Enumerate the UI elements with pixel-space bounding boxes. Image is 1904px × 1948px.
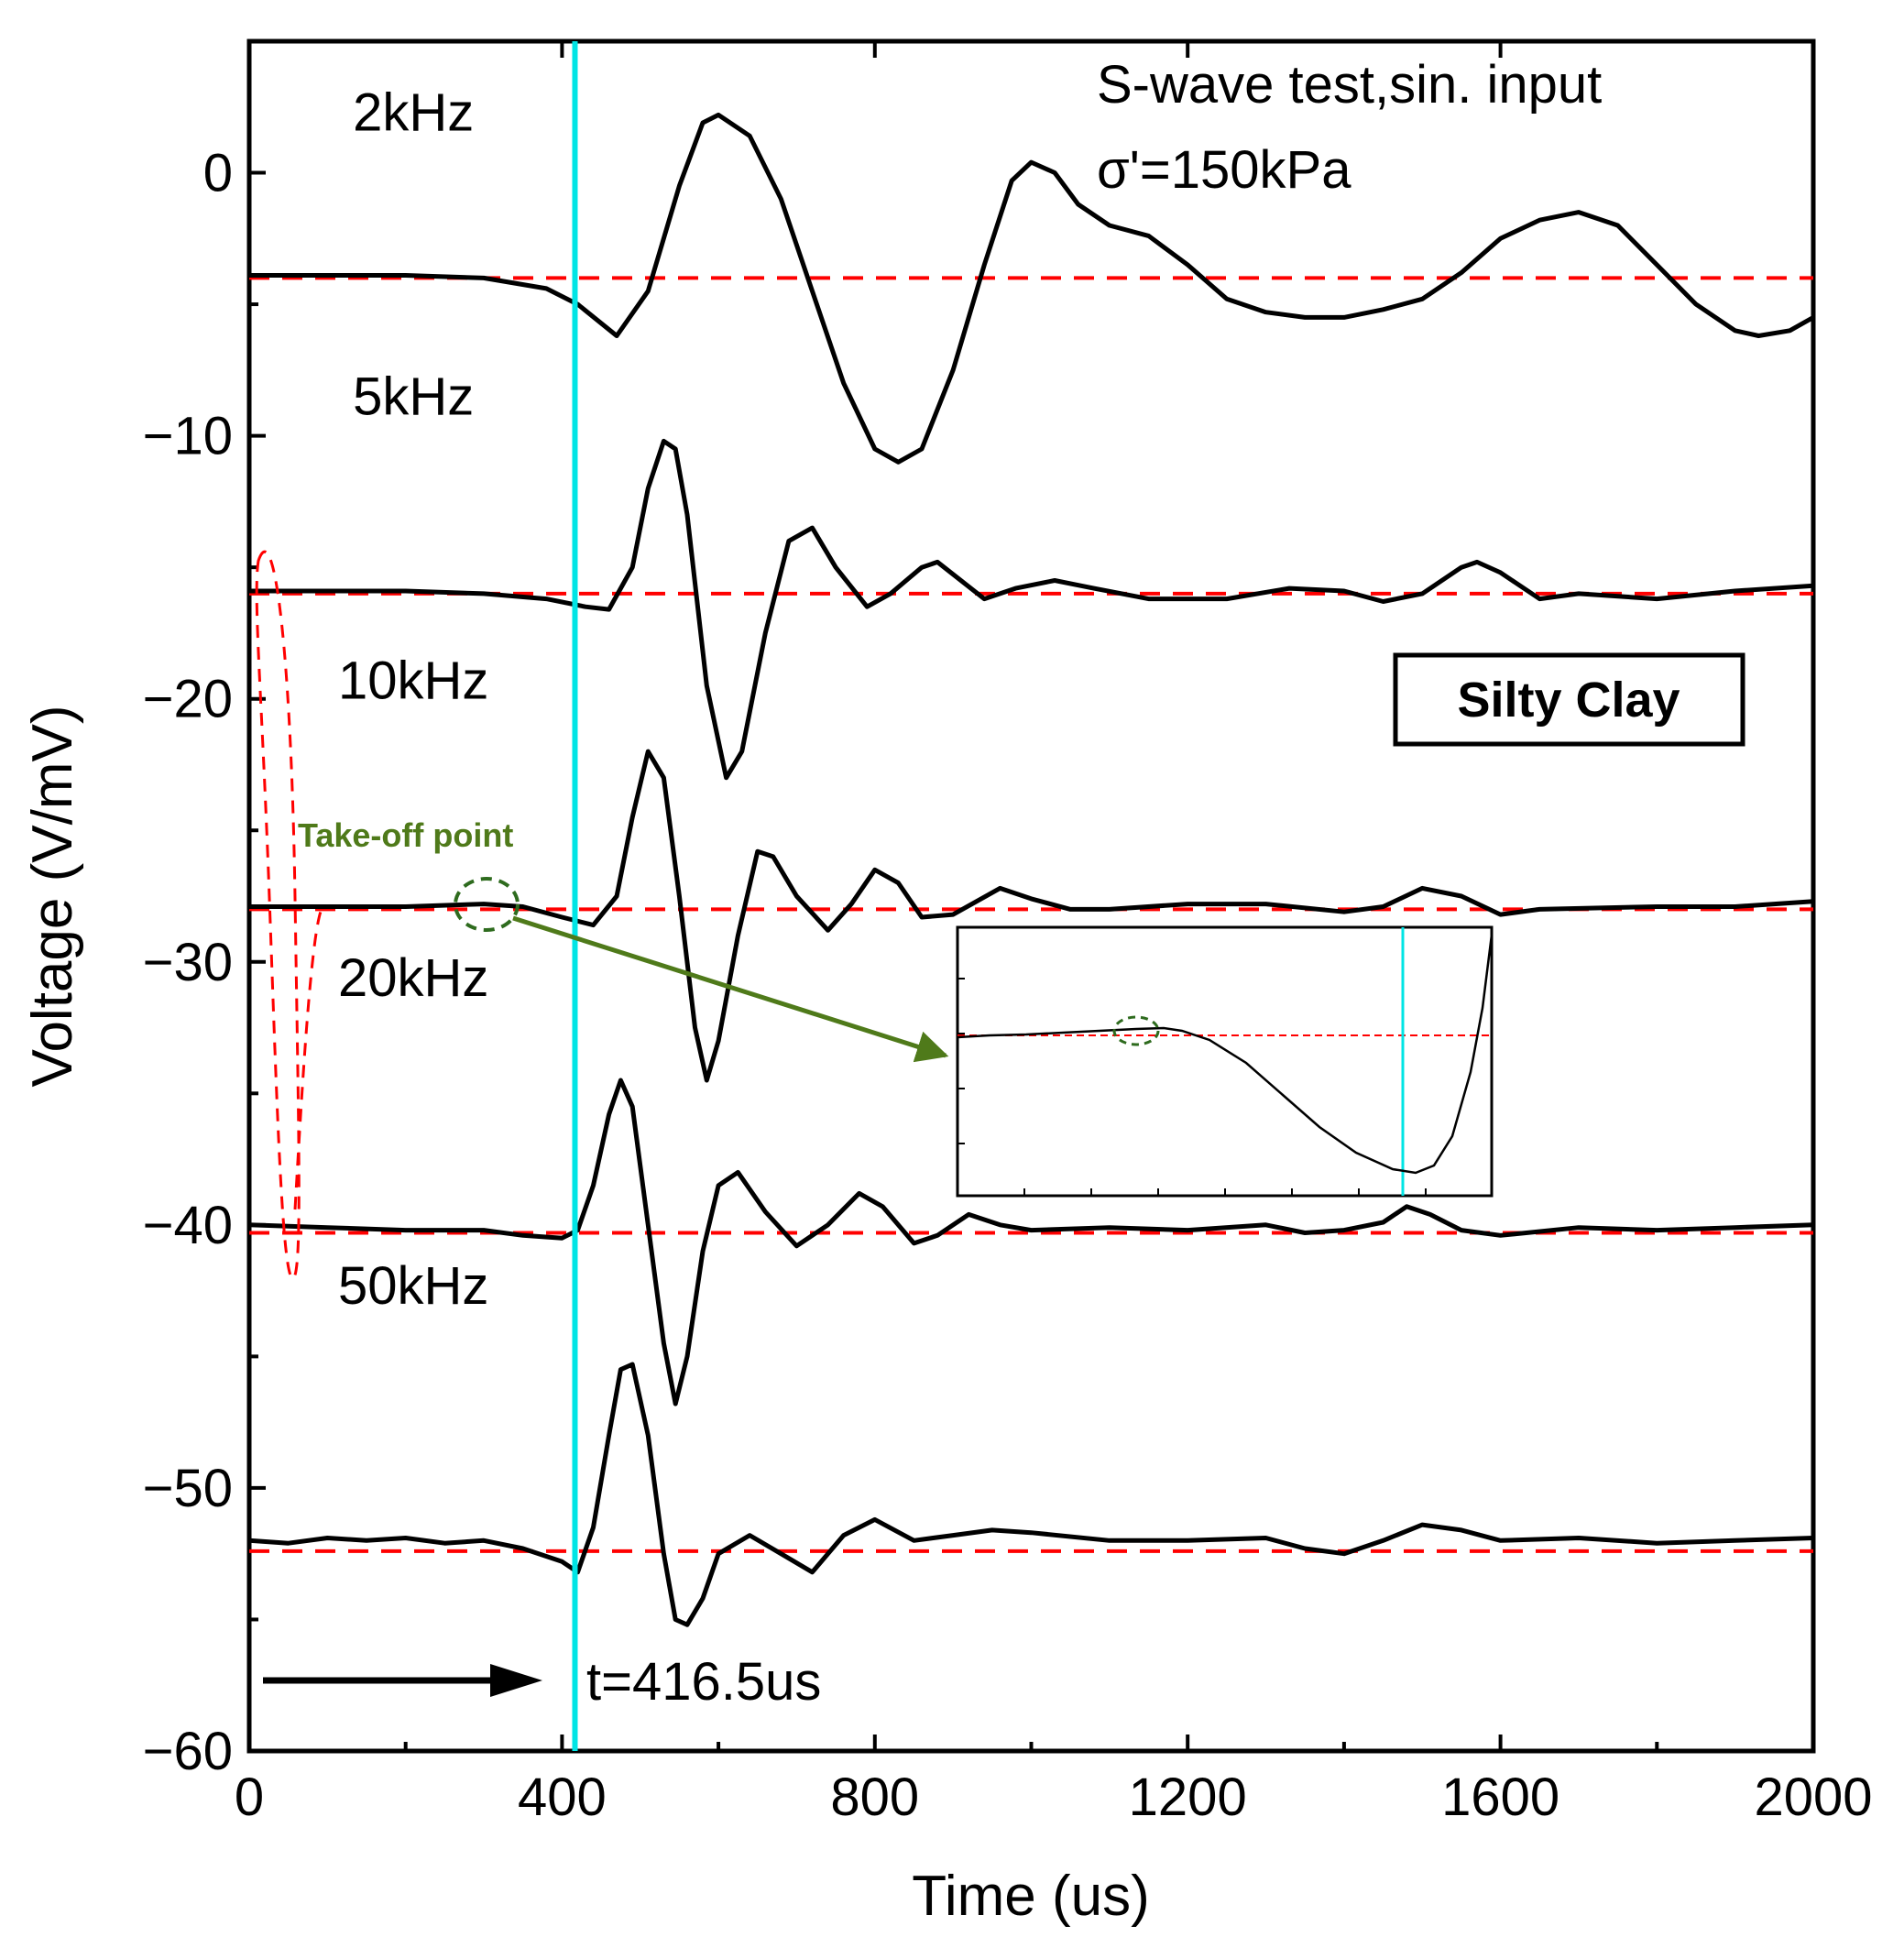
series-50kHz (249, 1362, 1813, 1627)
material-box: Silty Clay (1393, 652, 1745, 747)
frequency-label: 50kHz (338, 1256, 488, 1316)
y-tick-label: −10 (143, 407, 233, 466)
stress-annotation: σ'=150kPa (1097, 140, 1351, 200)
material-label: Silty Clay (1457, 673, 1680, 728)
series-layer (249, 112, 1813, 1627)
trace-2kHz (249, 112, 1813, 465)
trace-10kHz (249, 749, 1813, 1083)
y-tick-label: −60 (143, 1722, 233, 1781)
x-tick-label: 1200 (1129, 1767, 1247, 1827)
series-10kHz (249, 749, 1813, 1083)
inset-plot (956, 925, 1494, 1198)
frequency-label: 20kHz (338, 948, 488, 1008)
inset-takeoff-marker (1112, 1015, 1160, 1046)
frequency-label: 5kHz (353, 367, 474, 427)
spread-ellipse-tail (293, 906, 324, 1210)
x-tick-label: 800 (830, 1767, 919, 1827)
frequency-label: 10kHz (338, 651, 488, 711)
series-2kHz (249, 112, 1813, 465)
x-tick-label: 400 (518, 1767, 607, 1827)
takeoff-arrow (512, 915, 949, 1063)
y-tick-label: −50 (143, 1459, 233, 1518)
series-5kHz (249, 438, 1813, 781)
trace-20kHz (249, 1078, 1813, 1406)
y-tick-label: −40 (143, 1196, 233, 1255)
x-tick-label: 1600 (1441, 1767, 1559, 1827)
test-annotation: S-wave test,sin. input (1097, 55, 1602, 115)
inset-ticks (957, 978, 1427, 1196)
y-tick-label: −30 (143, 933, 233, 992)
arrival-label: t=416.5us (586, 1652, 821, 1712)
trace-50kHz (249, 1362, 1813, 1627)
axis-tick-labels: 0 400 800 1200 1600 2000 0 −10 −20 −30 −40 −50 −60 (143, 144, 1873, 1827)
takeoff-label: Take-off point (298, 816, 513, 854)
series-20kHz (249, 1078, 1813, 1406)
x-tick-label: 0 (235, 1767, 264, 1827)
plot-area (246, 38, 1816, 1754)
x-axis-title: Time (us) (912, 1865, 1149, 1928)
arrival-arrowhead (490, 1664, 542, 1697)
y-tick-label: 0 (203, 144, 233, 203)
takeoff-marker (454, 877, 520, 932)
y-tick-label: −20 (143, 670, 233, 729)
frequency-label: 2kHz (353, 83, 474, 143)
inset-trace (957, 934, 1494, 1175)
trace-5kHz (249, 438, 1813, 781)
x-tick-label: 2000 (1754, 1767, 1872, 1827)
y-axis-title: Voltage (V/mV) (21, 706, 84, 1088)
